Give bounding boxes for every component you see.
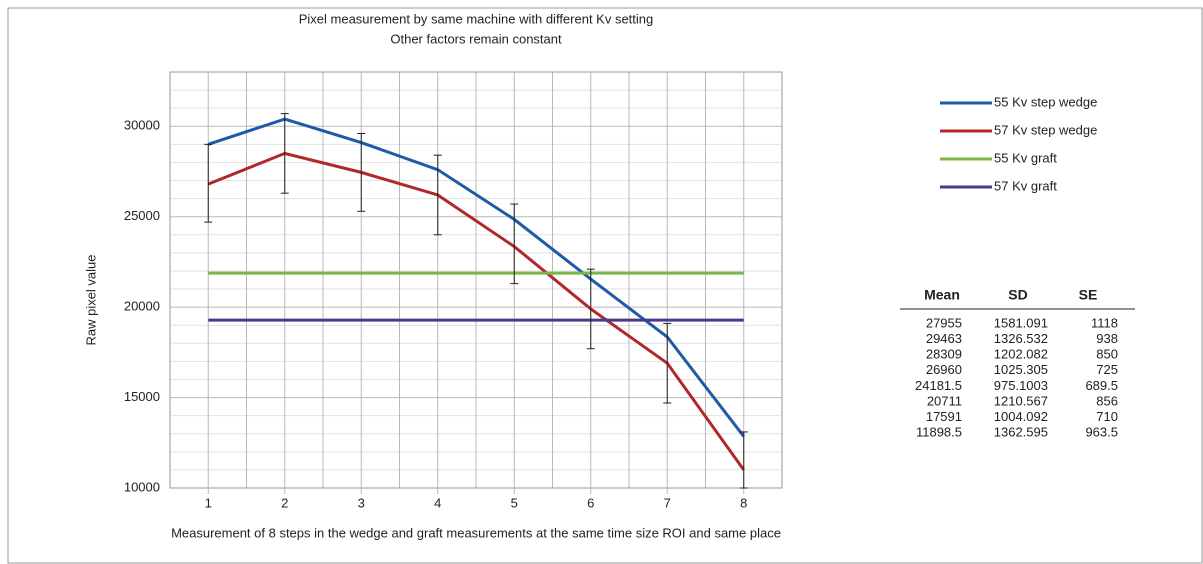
table-cell: 1118 [1091,315,1118,330]
x-tick-label: 4 [434,495,441,510]
y-tick-label: 25000 [124,208,160,223]
table-cell: 856 [1096,393,1118,408]
table-cell: 975.1003 [994,378,1048,393]
line-series [207,117,745,438]
table-cell: 20711 [927,393,962,408]
table-header: Mean [924,287,960,303]
y-tick-label: 10000 [124,479,160,494]
table-cell: 1581.091 [994,315,1048,330]
table-cell: 11898.5 [916,425,962,440]
y-tick-label: 30000 [124,118,160,133]
x-tick-label: 7 [664,495,671,510]
table-cell: 24181.5 [915,378,962,393]
y-axis-label: Raw pixel value [83,254,98,345]
legend-label: 57 Kv graft [994,178,1057,193]
line-series [207,151,745,471]
table-cell: 725 [1096,362,1118,377]
plot-border [169,71,783,489]
legend-label: 55 Kv graft [994,150,1057,165]
y-tick-label: 20000 [124,299,160,314]
table-cell: 1326.532 [994,331,1048,346]
legend-label: 57 Kv step wedge [994,122,1097,137]
table-cell: 29463 [926,331,962,346]
x-tick-label: 1 [205,495,212,510]
x-tick-label: 3 [358,495,365,510]
chart-title: Pixel measurement by same machine with d… [299,11,654,26]
x-tick-label: 5 [511,495,518,510]
table-cell: 963.5 [1085,425,1118,440]
chart-subtitle: Other factors remain constant [390,31,562,46]
table-cell: 710 [1096,409,1118,424]
table-cell: 1025.305 [994,362,1048,377]
table-cell: 1004.092 [994,409,1048,424]
legend-label: 55 Kv step wedge [994,94,1097,109]
table-cell: 27955 [926,315,962,330]
table-header: SD [1008,287,1027,303]
table-cell: 1362.595 [994,425,1048,440]
x-tick-label: 2 [281,495,288,510]
table-cell: 850 [1096,347,1118,362]
x-tick-label: 6 [587,495,594,510]
table-cell: 17591 [926,409,962,424]
table-cell: 1202.082 [994,347,1048,362]
table-cell: 1210.567 [994,393,1048,408]
table-header: SE [1079,287,1098,303]
y-tick-label: 15000 [124,389,160,404]
x-axis-label: Measurement of 8 steps in the wedge and … [171,525,781,540]
table-cell: 28309 [926,347,962,362]
table-cell: 938 [1096,331,1118,346]
table-cell: 26960 [926,362,962,377]
x-tick-label: 8 [740,495,747,510]
table-cell: 689.5 [1085,378,1118,393]
frame [7,7,1203,564]
